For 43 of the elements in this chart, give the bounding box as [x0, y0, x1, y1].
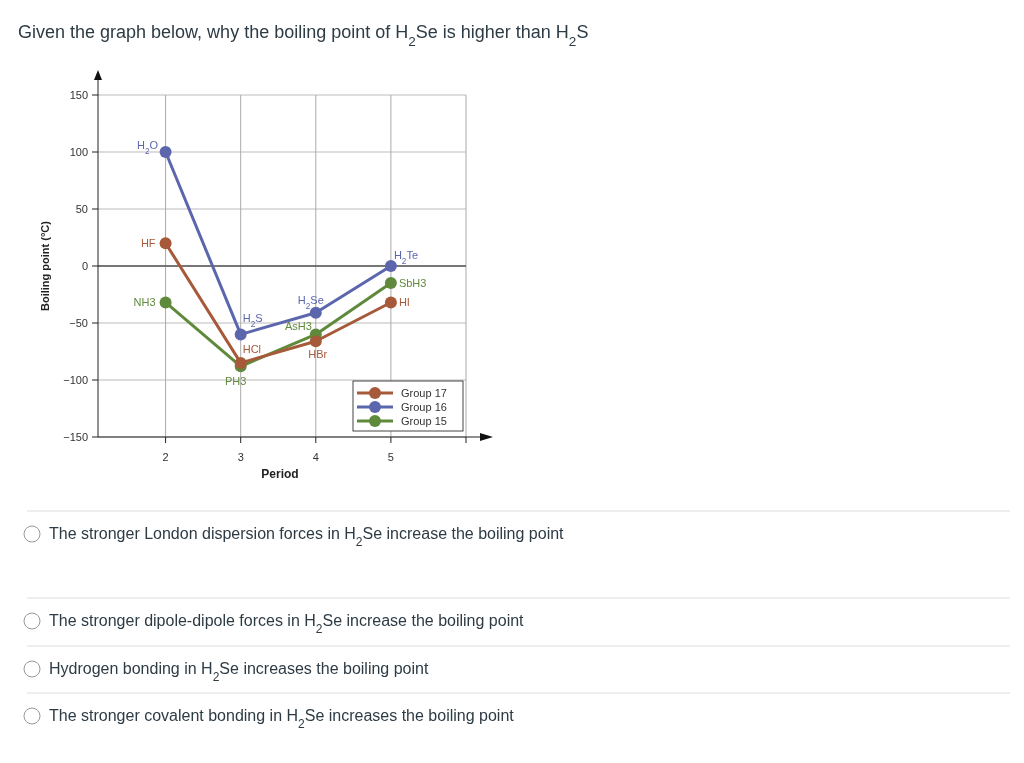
point [234, 356, 247, 369]
text: Hydrogen bonding in H$_{2}$Se increases the boiling point [49, 660, 429, 684]
point [384, 260, 397, 272]
annotation: HF [140, 237, 156, 250]
point [234, 328, 247, 341]
annotation: HBr [308, 348, 328, 361]
point [309, 306, 322, 319]
annotation: H$_{2}$O [137, 138, 159, 156]
x-tick-label: 5 [387, 451, 394, 463]
annotation: SbH3 [398, 276, 427, 289]
text: The stronger dipole-dipole forces in H$_{2}$Se increase the boiling point [49, 612, 525, 636]
point [309, 335, 322, 348]
y-tick-label: −150 [63, 430, 88, 443]
point [384, 277, 397, 290]
y-tick-label: 50 [75, 202, 88, 215]
x-axis-title: Period [261, 467, 299, 481]
annotation: NH3 [133, 296, 156, 309]
annotation: H$_{2}$S [242, 312, 263, 329]
y-tick-label: 100 [69, 145, 88, 158]
point [159, 237, 172, 250]
x-tick-label: 2 [162, 451, 169, 463]
x-tick-label: 3 [237, 451, 244, 463]
point [159, 146, 172, 158]
annotation: AsH3 [284, 320, 312, 333]
annotation: H$_{2}$Se [297, 293, 324, 311]
point [159, 296, 172, 309]
legend-label: Group 16 [401, 400, 447, 413]
text: The stronger London dispersion forces in H$_{2}$Se increase the boiling point [49, 525, 565, 549]
legend-label: Group 15 [401, 414, 447, 427]
x-tick-label: 4 [312, 451, 319, 463]
annotation: HCl [242, 342, 262, 355]
legend-label: Group 17 [401, 386, 447, 399]
text: The stronger covalent bonding in H$_{2}$Se increases the boiling point [49, 707, 515, 731]
y-tick-label: 150 [69, 88, 88, 101]
y-tick-label: −100 [63, 373, 88, 386]
chart-title: Given the graph below, why the boiling point of H$_{2}$Se is higher than H$_{2}$S [18, 22, 589, 49]
annotation: H$_{2}$Te [393, 248, 419, 266]
point [384, 296, 397, 309]
y-tick-label: −50 [69, 316, 88, 329]
annotation: HI [398, 296, 410, 309]
annotation: PH3 [224, 375, 247, 388]
y-axis-title: Boiling point (°C) [39, 220, 51, 311]
y-tick-label: 0 [81, 259, 88, 272]
